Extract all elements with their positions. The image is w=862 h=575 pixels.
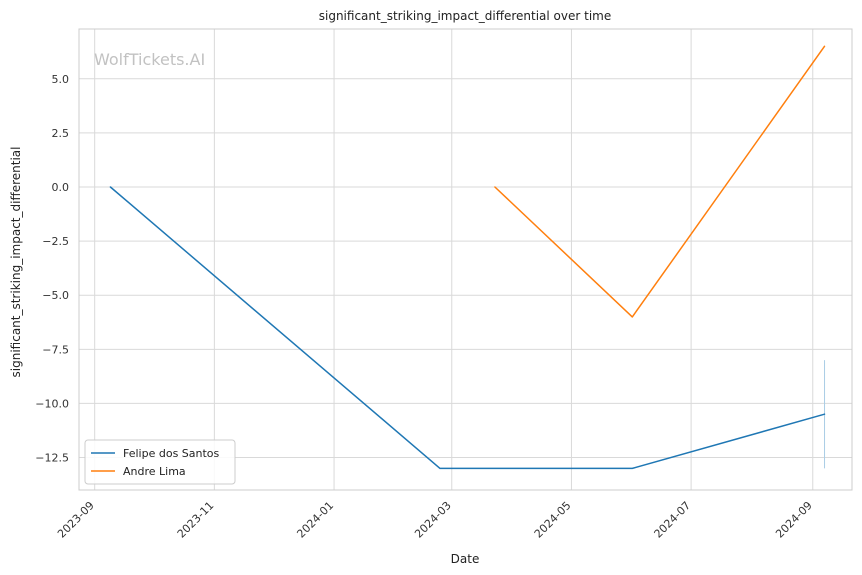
x-axis-label: Date — [451, 552, 480, 566]
chart-title: significant_striking_impact_differential… — [319, 9, 611, 23]
legend: Felipe dos Santos Andre Lima — [84, 439, 236, 485]
y-tick-label: 0.0 — [52, 181, 70, 194]
watermark: WolfTickets.AI — [94, 50, 205, 69]
y-tick-label: −12.5 — [35, 452, 69, 465]
y-tick-label: −10.0 — [35, 397, 69, 410]
y-tick-label: 2.5 — [52, 127, 70, 140]
y-axis-label: significant_striking_impact_differential — [9, 147, 23, 378]
y-tick-label: −7.5 — [42, 343, 69, 356]
series-layer — [109, 45, 826, 470]
legend-box — [84, 439, 236, 485]
y-axis-ticks: 5.0 2.5 0.0 −2.5 −5.0 −7.5 −10.0 −12.5 — [35, 73, 69, 465]
grid — [79, 29, 852, 490]
legend-label: Andre Lima — [123, 465, 186, 478]
legend-label: Felipe dos Santos — [123, 447, 220, 460]
series-line-0 — [109, 186, 826, 470]
y-tick-label: −2.5 — [42, 235, 69, 248]
y-tick-label: −5.0 — [42, 289, 69, 302]
series-line-1 — [494, 45, 826, 318]
plot-frame — [78, 28, 853, 491]
y-tick-label: 5.0 — [52, 73, 70, 86]
